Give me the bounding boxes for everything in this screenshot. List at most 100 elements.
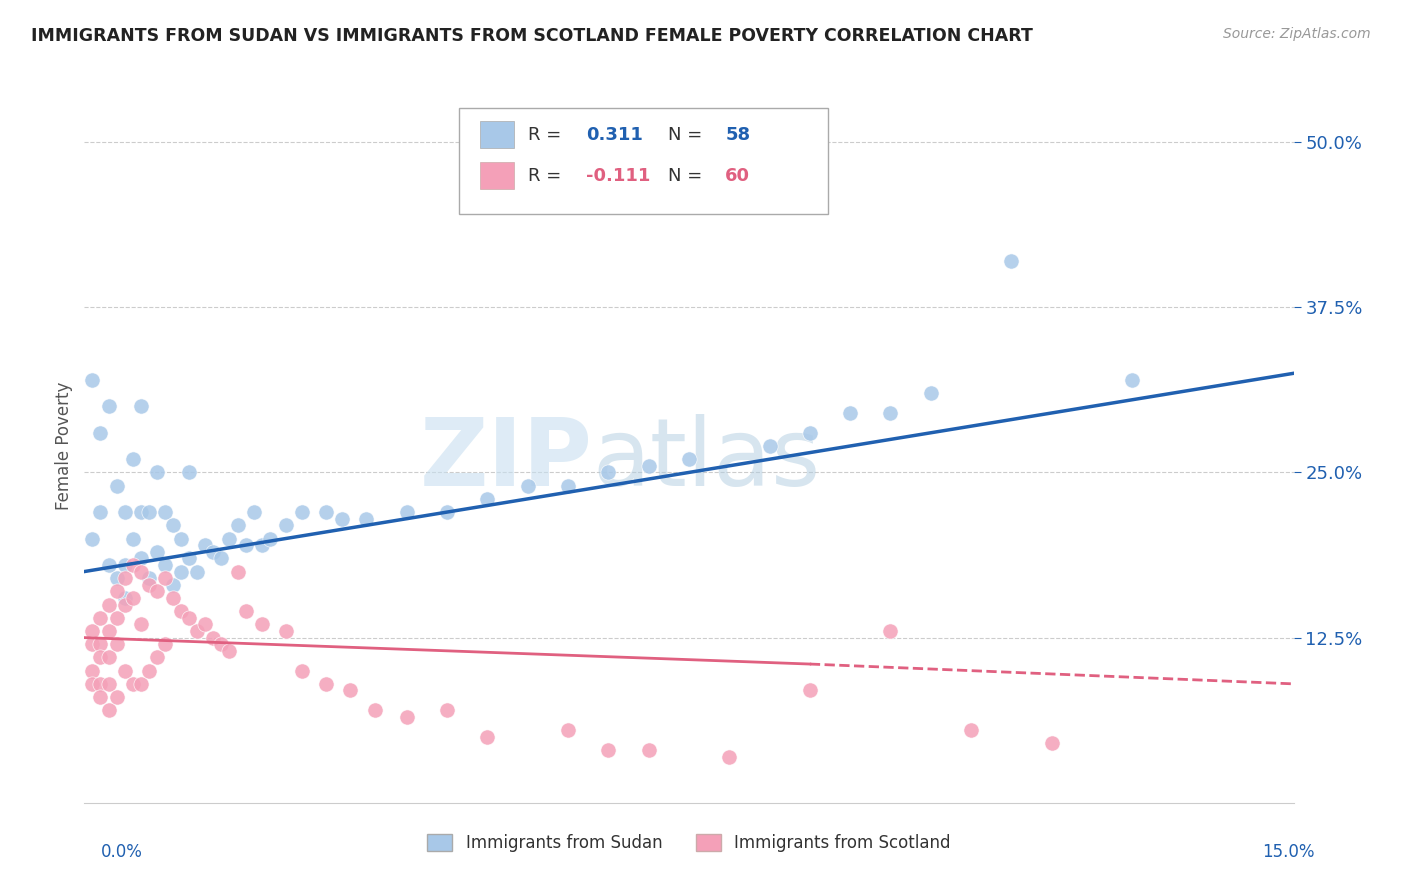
Point (82, 677, 104, 691)
Point (82, 637, 104, 651)
Point (138, 578, 160, 592)
Point (218, 644, 240, 658)
Point (170, 532, 193, 546)
Point (170, 604, 193, 618)
Point (89, 690, 111, 704)
Point (1121, 373, 1143, 387)
Point (129, 677, 152, 691)
Point (960, 723, 983, 738)
Point (121, 677, 143, 691)
Text: -0.111: -0.111 (586, 167, 651, 185)
Text: IMMIGRANTS FROM SUDAN VS IMMIGRANTS FROM SCOTLAND FEMALE POVERTY CORRELATION CHA: IMMIGRANTS FROM SUDAN VS IMMIGRANTS FROM… (31, 27, 1033, 45)
Point (363, 703, 385, 717)
Point (114, 505, 136, 519)
Point (637, 743, 659, 757)
Point (97, 558, 120, 572)
Point (114, 591, 136, 605)
Point (121, 532, 143, 546)
Point (129, 565, 152, 579)
FancyBboxPatch shape (479, 162, 513, 189)
Text: 15.0%: 15.0% (1263, 843, 1315, 861)
Point (82, 624, 104, 638)
Point (97, 677, 120, 691)
Point (89, 425, 111, 440)
Point (516, 478, 538, 492)
Point (82, 664, 104, 678)
Point (186, 565, 208, 579)
Point (1040, 736, 1063, 750)
Point (758, 439, 780, 453)
Point (1000, 254, 1022, 268)
Point (153, 558, 176, 572)
Point (121, 558, 143, 572)
Point (162, 518, 184, 533)
Point (678, 452, 700, 467)
Point (291, 664, 314, 678)
Point (194, 538, 217, 552)
Point (82, 532, 104, 546)
Point (89, 650, 111, 665)
Point (114, 664, 136, 678)
Point (209, 551, 232, 566)
Point (799, 683, 821, 698)
Point (330, 511, 353, 525)
Point (162, 591, 184, 605)
Point (839, 406, 862, 420)
Point (97, 624, 120, 638)
Point (138, 664, 160, 678)
Point (235, 604, 257, 618)
Point (436, 703, 458, 717)
Point (235, 538, 257, 552)
Point (274, 518, 297, 533)
Text: R =: R = (529, 126, 567, 144)
Point (179, 551, 201, 566)
Point (250, 538, 273, 552)
Point (879, 406, 901, 420)
Point (170, 565, 193, 579)
Point (718, 749, 741, 764)
Point (89, 677, 111, 691)
Point (105, 611, 128, 625)
Point (97, 703, 120, 717)
Point (186, 624, 208, 638)
Point (89, 505, 111, 519)
Point (356, 511, 378, 525)
Point (179, 611, 201, 625)
Point (218, 532, 240, 546)
FancyBboxPatch shape (479, 121, 513, 148)
Point (97, 400, 120, 414)
Point (146, 650, 169, 665)
Point (209, 637, 232, 651)
Text: Source: ZipAtlas.com: Source: ZipAtlas.com (1223, 27, 1371, 41)
Point (146, 545, 169, 559)
Text: N =: N = (668, 126, 709, 144)
Point (250, 617, 273, 632)
Point (202, 545, 225, 559)
Point (105, 478, 128, 492)
Point (105, 571, 128, 585)
FancyBboxPatch shape (460, 109, 828, 214)
Text: ZIP: ZIP (419, 414, 592, 507)
Point (97, 598, 120, 612)
Text: 0.311: 0.311 (586, 126, 643, 144)
Point (179, 466, 201, 480)
Point (557, 723, 579, 738)
Point (315, 505, 337, 519)
Point (162, 578, 184, 592)
Point (89, 611, 111, 625)
Point (114, 598, 136, 612)
Point (89, 637, 111, 651)
Point (291, 505, 314, 519)
Point (146, 584, 169, 599)
Point (598, 466, 620, 480)
Text: R =: R = (529, 167, 567, 185)
Text: N =: N = (668, 167, 709, 185)
Point (105, 584, 128, 599)
Point (153, 505, 176, 519)
Point (138, 571, 160, 585)
Point (637, 458, 659, 473)
Point (146, 466, 169, 480)
Point (339, 683, 361, 698)
Point (395, 710, 418, 724)
Text: 58: 58 (725, 126, 751, 144)
